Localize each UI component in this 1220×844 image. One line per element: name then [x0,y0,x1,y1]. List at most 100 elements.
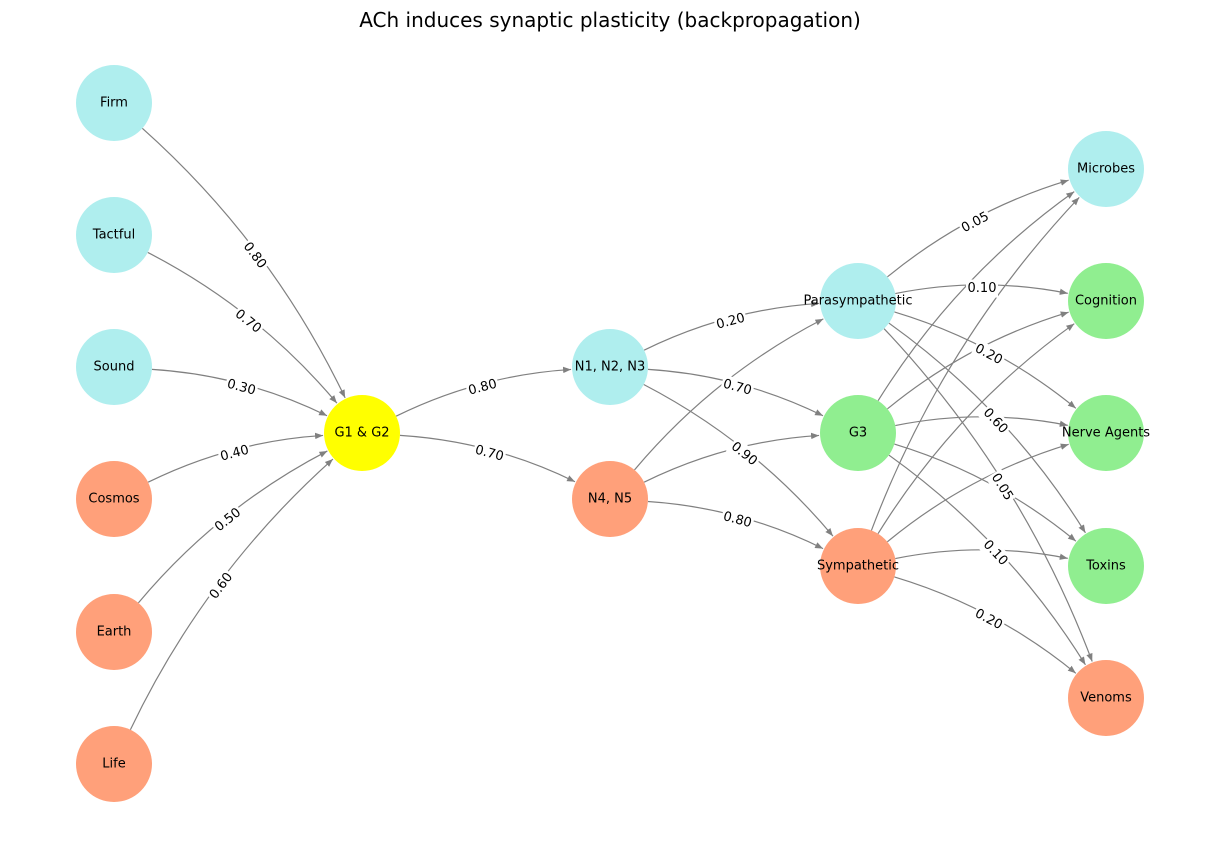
node-circle [1068,528,1144,604]
edge-label-background [216,440,253,467]
node-circle [572,461,648,537]
edge-label-background [209,503,247,538]
node-label: G1 & G2 [334,426,389,441]
node-circle [76,594,152,670]
edge-weight: 0.80 [467,377,499,399]
node-label: Venoms [1080,691,1132,706]
node-circle [820,395,896,471]
edge-firm-g1g2 [141,127,346,399]
edge-n45-g3 [643,432,820,483]
node-circle [1068,395,1144,471]
node-circle [572,329,648,405]
node-para: Parasympathetic [803,263,913,339]
diagram-title: ACh induces synaptic plasticity (backpro… [359,8,861,32]
edge-label-background [725,437,763,472]
edge-label-background [985,468,1018,506]
edge-label: 0.70 [229,304,267,339]
edge-label: 0.20 [712,308,749,335]
edge-label-background [970,339,1007,371]
edge-label-background [237,237,272,274]
node-symp: Sympathetic [817,528,899,604]
edge-g3-toxins [894,443,1077,542]
node-label: Cognition [1075,294,1137,309]
node-circle [1068,660,1144,736]
node-circle [324,395,400,471]
edge-weight: 0.70 [473,443,505,465]
node-label: Cosmos [88,492,139,507]
edge-label-background [977,403,1013,439]
node-microbes: Microbes [1068,131,1144,207]
node-circle [76,461,152,537]
edge-life-g1g2 [129,458,334,730]
node-cognition: Cognition [1068,263,1144,339]
node-label: Parasympathetic [803,294,912,309]
node-n123: N1, N2, N3 [572,329,648,405]
node-label: Nerve Agents [1062,426,1150,441]
edge-label: 0.10 [977,535,1013,571]
node-circle [1068,131,1144,207]
node-label: Firm [100,96,128,111]
edge-label: 0.40 [216,440,253,467]
edge-symp-nerve [886,443,1069,543]
edge-label: 0.60 [977,403,1013,439]
node-tactful: Tactful [76,197,152,273]
edge-label: 0.80 [719,507,756,533]
node-g3: G3 [820,395,896,471]
node-label: Microbes [1077,162,1135,177]
edge-weight: 0.20 [715,311,747,333]
edge-g3-microbes [877,191,1075,402]
nodes-layer: Firm Tactful Sound Cosmos Earth Life G1 & G2 N1… [76,65,1150,802]
node-label: Life [102,757,125,772]
node-life: Life [76,726,152,802]
edge-label: 0.60 [204,567,239,605]
node-toxins: Toxins [1068,528,1144,604]
edge-label-background [970,604,1007,636]
edge-label: 0.50 [209,503,247,538]
node-n45: N4, N5 [572,461,648,537]
edge-g3-venoms [888,454,1086,666]
edge-weight: 0.80 [721,509,753,531]
edge-label-background [966,279,998,298]
edge-label-background [719,374,756,401]
node-g1g2: G1 & G2 [324,395,400,471]
node-earth: Earth [76,594,152,670]
node-label: Earth [97,625,132,640]
edge-label: 0.80 [237,237,272,274]
edge-weight: 0.70 [721,377,753,399]
edge-label: 0.70 [719,374,756,401]
edge-label-background [204,567,239,605]
edge-label-background [229,304,267,339]
edge-weight: 0.30 [225,377,257,399]
edge-symp-microbes [870,196,1080,531]
edge-label-background [223,374,260,401]
edges-layer [129,127,1093,730]
edge-label: 0.80 [464,374,501,401]
node-label: Toxins [1085,559,1126,574]
edge-symp-cognition [877,323,1075,535]
edge-label-background [712,308,749,335]
node-label: G3 [849,426,867,441]
node-circle [76,65,152,141]
edge-label-background [977,535,1013,571]
edge-g3-cognition [887,311,1069,410]
node-circle [76,329,152,405]
edge-label: 0.90 [725,437,763,472]
node-circle [820,263,896,339]
node-circle [76,197,152,273]
edge-label: 0.30 [223,374,260,401]
node-venoms: Venoms [1068,660,1144,736]
node-nerve: Nerve Agents [1062,395,1150,471]
node-circle [820,528,896,604]
edge-label: 0.10 [966,279,998,298]
edge-weight: 0.40 [219,443,251,465]
node-cosmos: Cosmos [76,461,152,537]
edge-label: 0.05 [985,468,1018,506]
edge-label-background [957,207,994,239]
edge-weight: 0.10 [968,281,997,296]
node-circle [76,726,152,802]
edge-label-background [471,440,508,467]
node-label: N1, N2, N3 [575,360,646,375]
edge-label: 0.70 [471,440,508,467]
node-circle [1068,263,1144,339]
